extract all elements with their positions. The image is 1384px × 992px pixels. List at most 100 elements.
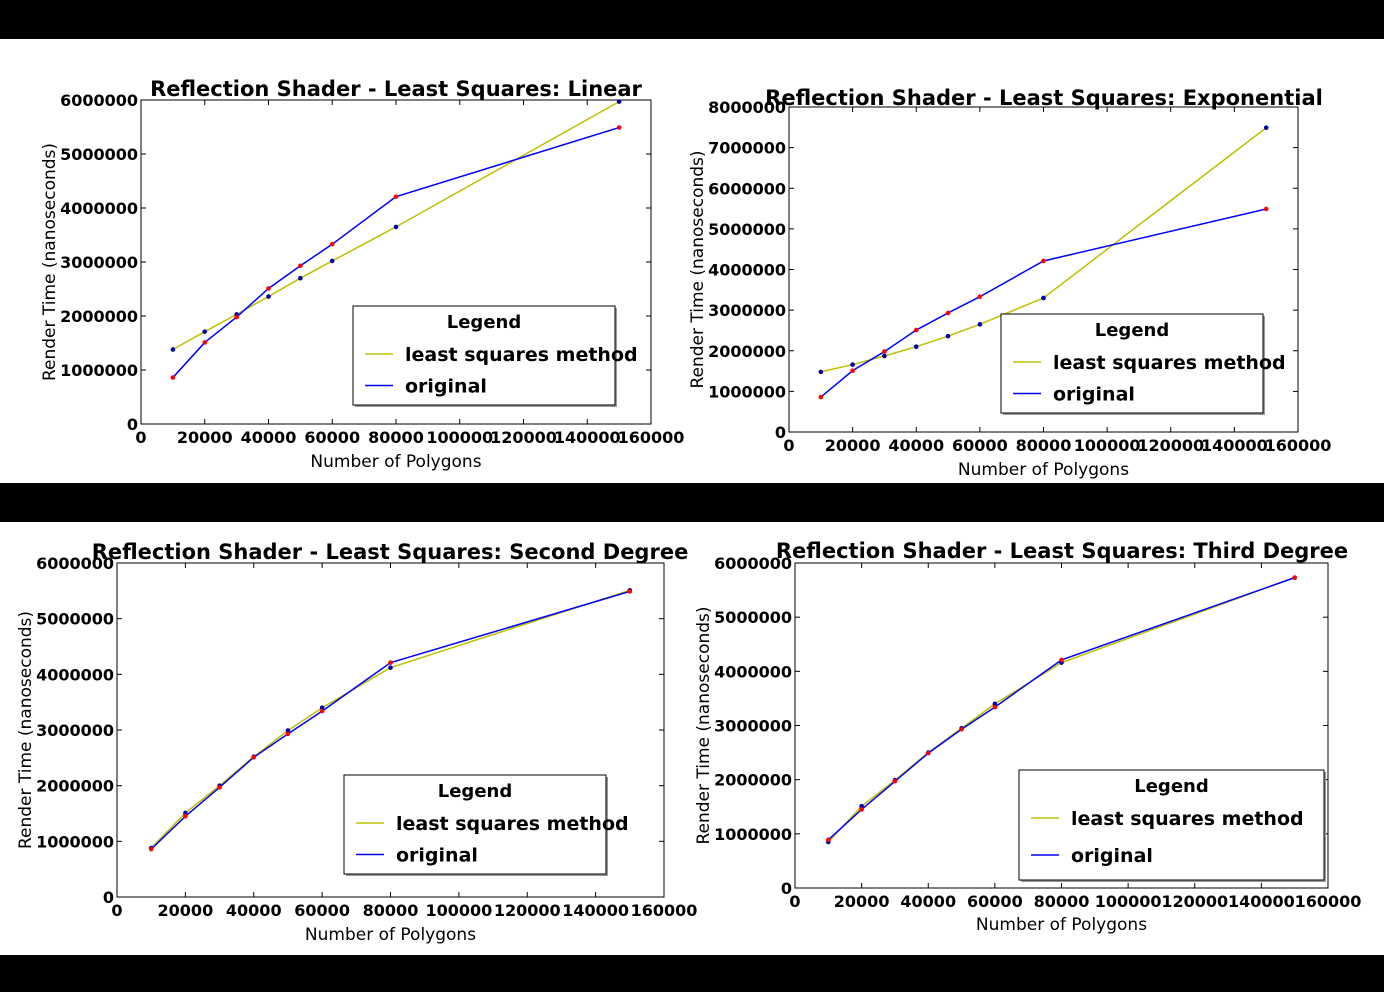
x-tick-label: 20000 xyxy=(825,436,881,455)
data-point-original xyxy=(826,837,831,843)
chart-panel-3: Reflection Shader - Least Squares: Secon… xyxy=(16,540,697,945)
data-point-least-squares xyxy=(298,275,303,281)
x-tick-label: 80000 xyxy=(368,428,424,447)
data-point-least-squares xyxy=(1263,125,1269,131)
data-point-original xyxy=(959,726,964,732)
x-tick-label: 40000 xyxy=(241,428,297,447)
x-tick-label: 140000 xyxy=(1201,436,1268,455)
x-tick-label: 40000 xyxy=(226,901,282,920)
x-tick-label: 20000 xyxy=(834,892,890,911)
legend-entry-least-squares: least squares method xyxy=(1053,352,1286,374)
y-tick-label: 3000000 xyxy=(708,301,786,320)
series-line-original xyxy=(820,208,1267,398)
x-axis-label: Number of Polygons xyxy=(958,460,1129,480)
x-tick-label: 100000 xyxy=(425,901,492,920)
data-point-original xyxy=(1292,575,1297,580)
data-point-original xyxy=(266,286,271,291)
y-tick-label: 1000000 xyxy=(708,382,786,401)
chart-title: Reflection Shader - Least Squares: Expon… xyxy=(765,86,1323,110)
y-tick-label: 2000000 xyxy=(708,342,786,361)
y-tick-label: 2000000 xyxy=(60,307,138,326)
data-point-original xyxy=(393,194,399,199)
data-point-original xyxy=(202,340,208,345)
data-point-least-squares xyxy=(266,294,271,299)
legend: Legend least squares method original xyxy=(343,774,629,876)
y-tick-label: 2000000 xyxy=(714,771,792,790)
chart-panel-2: Reflection Shader - Least Squares: Expon… xyxy=(688,86,1331,480)
data-point-least-squares xyxy=(1041,295,1046,301)
y-tick-label: 6000000 xyxy=(60,91,138,110)
series-line-least-squares xyxy=(172,100,620,351)
y-tick-label: 1000000 xyxy=(60,361,138,380)
x-tick-label: 100000 xyxy=(1074,436,1141,455)
x-axis-label: Number of Polygons xyxy=(305,925,476,945)
data-point-original xyxy=(251,754,257,760)
legend-entry-original: original xyxy=(396,845,478,867)
legend: Legend least squares method original xyxy=(1000,313,1286,415)
data-point-original xyxy=(977,294,983,300)
legend-entry-least-squares: least squares method xyxy=(396,813,629,835)
y-tick-label: 1000000 xyxy=(714,825,792,844)
chart-title: Reflection Shader - Least Squares: Linea… xyxy=(150,77,642,101)
data-point-original xyxy=(945,310,951,316)
data-point-original xyxy=(892,778,898,784)
y-tick-label: 4000000 xyxy=(708,261,786,280)
data-point-original xyxy=(992,704,998,710)
x-axis-label: Number of Polygons xyxy=(976,915,1147,935)
x-tick-label: 80000 xyxy=(363,901,419,920)
y-tick-label: 7000000 xyxy=(708,139,786,158)
y-tick-label: 4000000 xyxy=(36,665,114,684)
data-point-original xyxy=(850,368,855,373)
x-axis-label: Number of Polygons xyxy=(310,452,481,472)
y-tick-label: 4000000 xyxy=(714,662,792,681)
series-line-least-squares xyxy=(820,127,1267,373)
legend: Legend least squares method original xyxy=(1018,769,1326,882)
series-line-original xyxy=(827,576,1295,841)
data-point-original xyxy=(285,731,291,737)
data-point-least-squares xyxy=(850,362,855,367)
legend-title: Legend xyxy=(1134,776,1208,797)
y-tick-label: 6000000 xyxy=(708,179,786,198)
x-tick-label: 140000 xyxy=(554,428,621,447)
data-point-original xyxy=(298,263,303,269)
x-tick-label: 160000 xyxy=(1295,892,1362,911)
y-tick-label: 0 xyxy=(103,888,114,907)
y-tick-label: 0 xyxy=(781,879,792,898)
x-tick-label: 60000 xyxy=(304,428,360,447)
data-point-original xyxy=(1041,258,1046,264)
x-tick-label: 100000 xyxy=(426,428,493,447)
legend-entry-original: original xyxy=(1071,845,1153,867)
series-line-least-squares xyxy=(150,589,631,849)
y-tick-label: 1000000 xyxy=(36,832,114,851)
data-point-least-squares xyxy=(319,705,325,711)
data-point-original xyxy=(183,813,188,819)
legend-entry-least-squares: least squares method xyxy=(1071,808,1304,830)
x-tick-label: 160000 xyxy=(631,901,698,920)
data-point-least-squares xyxy=(913,344,919,349)
y-axis-label: Render Time (nanoseconds) xyxy=(40,143,60,381)
x-tick-label: 60000 xyxy=(294,901,350,920)
data-point-least-squares xyxy=(992,701,998,707)
data-point-original xyxy=(1059,657,1064,663)
x-tick-label: 40000 xyxy=(900,892,956,911)
data-point-original xyxy=(148,846,154,852)
data-point-least-squares xyxy=(977,322,983,327)
x-tick-label: 60000 xyxy=(952,436,1008,455)
legend-box xyxy=(343,774,607,875)
data-point-original xyxy=(319,708,325,714)
y-tick-label: 0 xyxy=(127,415,138,434)
chart-title: Reflection Shader - Least Squares: Secon… xyxy=(92,540,689,564)
data-point-least-squares xyxy=(329,258,335,264)
legend: Legend least squares method original xyxy=(352,305,638,407)
series-line-original xyxy=(172,126,620,379)
x-tick-label: 120000 xyxy=(1161,892,1228,911)
legend-title: Legend xyxy=(1095,320,1169,341)
y-tick-label: 4000000 xyxy=(60,199,138,218)
data-point-least-squares xyxy=(859,803,864,809)
y-axis-label: Render Time (nanoseconds) xyxy=(16,611,36,849)
legend-box xyxy=(1018,769,1325,881)
data-point-least-squares xyxy=(183,810,188,816)
legend-box xyxy=(352,305,616,406)
data-point-least-squares xyxy=(388,665,393,670)
